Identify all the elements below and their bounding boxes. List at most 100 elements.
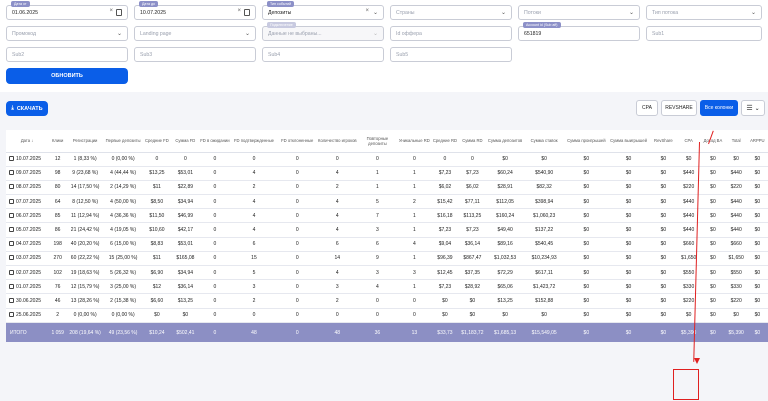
calendar-icon [9,255,14,261]
chevron-down-icon: ⌄ [116,31,122,37]
sub1-field[interactable]: Sub1 [646,26,762,41]
total-cell: 1 059 [48,322,68,343]
sub4-field[interactable]: Sub4 [262,47,384,62]
date-from-tag: Дата от [11,1,30,7]
column-header[interactable]: Сумма RD [457,130,488,153]
sub3-field[interactable]: Sub3 [134,47,256,62]
table-cell: $540,45 [523,237,566,252]
table-cell: 4 [316,208,359,224]
table-cell: 1 [396,166,433,181]
column-header[interactable]: CPA [677,130,701,153]
column-header[interactable]: Сумма FD [170,130,201,153]
total-cell: $1,685,13 [487,322,524,343]
columns-menu-button[interactable]: ☰ ⌄ [741,100,765,116]
column-header[interactable]: Сумма депозитов [487,130,524,153]
table-cell: 0 [200,166,230,181]
column-header[interactable]: Уникальные RD [396,130,433,153]
clear-icon[interactable]: × [237,8,241,14]
table-cell: 4 [316,265,359,281]
table-cell: 0 [170,152,201,167]
column-header[interactable]: Доход BA [700,130,726,153]
table-cell: $0 [487,308,524,323]
column-header[interactable]: Средние FD [143,130,171,153]
calendar-icon [9,184,14,190]
table-cell: $0 [457,308,488,323]
table-row: 30.06.2025 46 13 (28,26 %) 2 (15,38 %) $6,60… [6,293,768,309]
table-cell: $42,17 [170,222,201,238]
date-to-field[interactable]: Дата до 10.07.2025 × [134,1,256,20]
column-header[interactable]: Первые депозиты [103,130,144,153]
table-cell: $77,11 [457,194,488,210]
table-cell: $0 [649,194,678,210]
column-header[interactable]: FD отклоненные [278,130,317,153]
total-cell: $1,183,72 [457,322,488,343]
sub2-field[interactable]: Sub2 [6,47,128,62]
sub1-placeholder: Sub1 [652,30,665,37]
column-header[interactable]: Total [725,130,747,153]
column-header[interactable]: FD в ожидании [200,130,230,153]
row-date-cell: 06.07.2025 [6,208,49,224]
row-date-cell: 30.06.2025 [6,293,49,309]
account-id-field[interactable]: Account id (Sub aff) 651819 [518,22,640,41]
table-cell: 4 [358,279,397,295]
streams-select[interactable]: Потоки ⌄ [518,5,640,20]
table-cell: $0 [565,237,608,252]
table-cell: 11 (12,94 %) [67,208,104,224]
column-header[interactable]: RevShare [649,130,678,153]
all-columns-button[interactable]: Все колонки [700,100,738,116]
table-cell: $28,92 [457,279,488,295]
table-row: 04.07.2025 198 40 (20,20 %) 6 (15,00 %) $8,8… [6,237,768,252]
landing-select[interactable]: Landing page ⌄ [134,26,256,41]
table-cell: $617,11 [523,265,566,281]
table-cell: 60 (22,22 %) [67,251,104,267]
table-cell: 0 [396,308,433,323]
table-cell: 0 [200,194,230,210]
column-header[interactable]: Сумма проигрышей [565,130,608,153]
stream-type-select[interactable]: Тип потока ⌄ [646,5,762,20]
row-date-cell: 08.07.2025 [6,180,49,196]
cpa-button[interactable]: CPA [636,100,658,116]
column-header[interactable]: Количество игроков [316,130,359,153]
column-header[interactable]: ARPPU [746,130,768,153]
table-cell: 40 (20,20 %) [67,237,104,252]
total-cell: $15,549,05 [523,322,566,343]
table-cell: $0 [649,279,678,295]
sub5-field[interactable]: Sub5 [390,47,512,62]
table-cell: $0 [700,152,726,167]
column-header[interactable]: Клики [48,130,68,153]
download-button[interactable]: ⤓ СКАЧАТЬ [6,101,48,116]
connection-select: Подключение Данные не выбраны... ⌄ [262,22,384,41]
offer-id-field[interactable]: Id оффера [390,26,512,41]
calendar-icon [9,283,14,289]
row-date: 30.06.2025 [16,297,42,304]
column-header[interactable]: Дата ↓ [6,130,49,153]
column-header[interactable]: Сумма ставок [523,130,566,153]
promo-select[interactable]: Промокод ⌄ [6,26,128,41]
row-date: 08.07.2025 [16,184,42,191]
refresh-button[interactable]: ОБНОВИТЬ [6,68,128,84]
event-type-select[interactable]: Тип событий Депозиты × ⌄ [262,1,384,20]
table-cell: 0 [200,208,230,224]
table-cell: $0 [725,152,747,167]
clear-icon[interactable]: × [365,8,369,14]
revshare-button[interactable]: REVSHARE [661,100,697,116]
calendar-icon[interactable] [244,9,250,16]
table-cell: $0 [607,251,650,267]
date-from-field[interactable]: Дата от 01.06.2025 × [6,1,128,20]
clear-icon[interactable]: × [109,8,113,14]
table-cell: $440 [677,222,701,238]
sub4-placeholder: Sub4 [268,51,281,58]
row-date-cell: 10.07.2025 [6,152,49,167]
country-select[interactable]: Страны ⌄ [390,5,512,20]
column-header[interactable]: Повторные депозиты [358,130,397,153]
table-row: 06.07.2025 85 11 (12,94 %) 4 (36,36 %) $11,5… [6,208,768,224]
column-header[interactable]: Регистрации [67,130,104,153]
calendar-icon[interactable] [116,9,122,16]
table-cell: $11 [143,180,171,196]
column-header[interactable]: FD подтвержденные [229,130,279,153]
table-cell: $0 [700,265,726,281]
column-header[interactable]: Средние RD [432,130,458,153]
row-date-cell: 25.06.2025 [6,308,49,323]
total-cell: $5,390 [725,322,747,343]
column-header[interactable]: Сумма выигрышей [607,130,650,153]
